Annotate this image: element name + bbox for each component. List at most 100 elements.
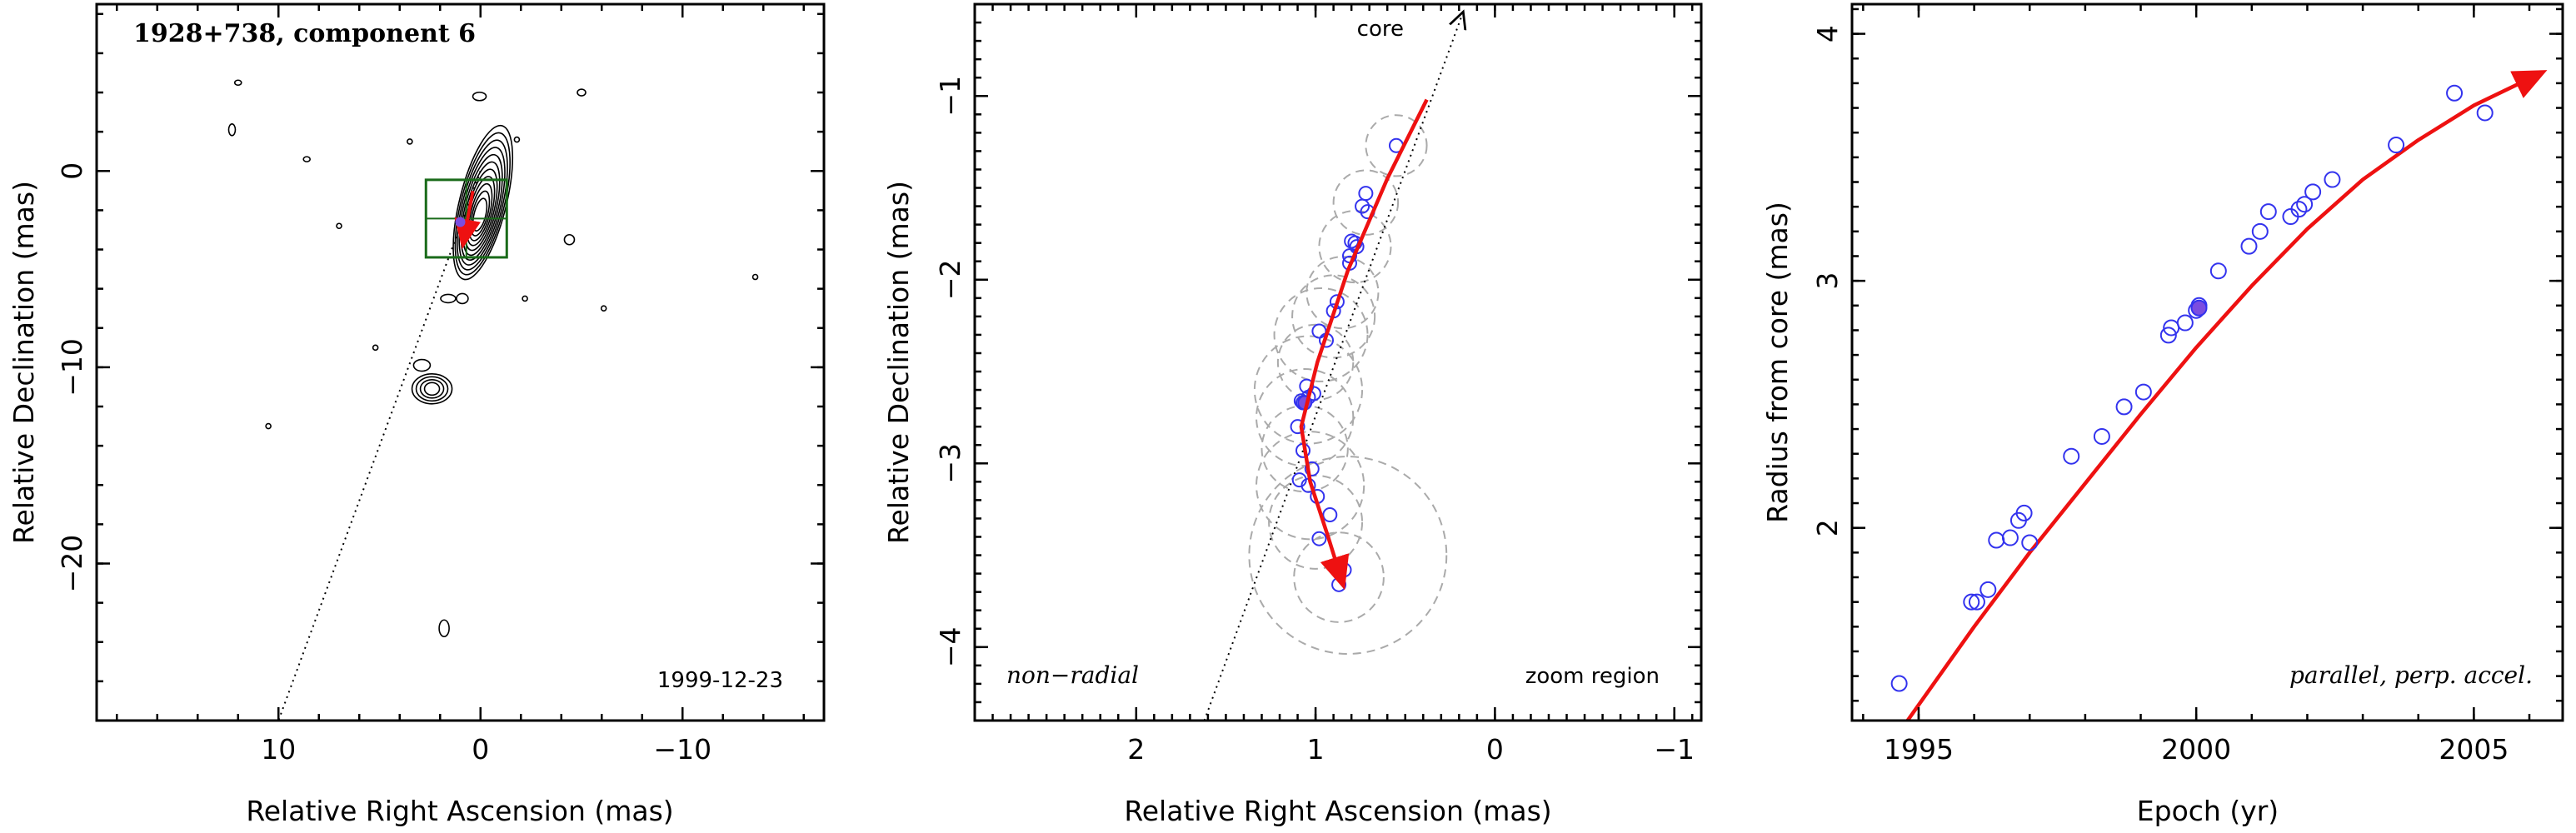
panel2-core-annotation: core — [1357, 17, 1404, 42]
radius-point — [2063, 447, 2080, 465]
panel1-y-axis-label: Relative Declination (mas) — [7, 181, 40, 544]
position-point — [1322, 507, 1338, 523]
outer-contour — [751, 273, 759, 281]
panel2-y-axis-label: Relative Declination (mas) — [882, 181, 915, 544]
position-point — [1304, 461, 1320, 476]
radius-point — [2304, 183, 2322, 201]
panel3-axes: 1995 2000 2005 2 3 4 — [1811, 4, 2563, 766]
panel3-y-tick-label: 3 — [1811, 272, 1844, 290]
panel1-x-tick-label: 0 — [472, 733, 489, 766]
position-point — [1358, 186, 1374, 202]
jet-direction-line — [277, 170, 482, 721]
panel1-x-axis-label: Relative Right Ascension (mas) — [246, 795, 673, 827]
panel2-y-tick-label: −4 — [934, 626, 966, 667]
outer-contour — [513, 136, 521, 143]
core-contour — [456, 139, 508, 271]
radius-point — [2251, 222, 2269, 240]
radius-point — [2446, 84, 2464, 102]
position-point — [1290, 419, 1305, 435]
jet-knot-contour — [415, 376, 449, 402]
panel1-date-label: 1999-12-23 — [657, 668, 783, 693]
highlight-point — [2190, 299, 2208, 317]
panel3-y-tick-label: 2 — [1811, 519, 1844, 536]
position-point — [1311, 531, 1327, 546]
panel1-plot-area — [227, 79, 759, 721]
core-contour — [458, 147, 506, 266]
radius-point — [2388, 137, 2405, 154]
radius-point — [2134, 383, 2152, 401]
radius-point — [2115, 398, 2133, 416]
panel3-frame — [1850, 2, 2564, 722]
outer-contour — [227, 122, 237, 137]
panel2-y-tick-label: −2 — [934, 259, 966, 300]
panel2-y-tick-label: −1 — [934, 76, 966, 117]
trajectory-arrow — [454, 190, 481, 250]
radius-point — [2176, 314, 2194, 332]
panel-zoom-region: 2 1 0 −1 −1 −2 −3 −4 core non−radial zoom regio… — [882, 2, 1703, 827]
panel2-x-axis-label: Relative Right Ascension (mas) — [1124, 795, 1551, 827]
outer-contour — [407, 138, 413, 145]
outer-contour — [577, 88, 587, 97]
outer-contour — [440, 293, 457, 304]
radius-point — [2209, 262, 2227, 280]
panel1-y-tick-label: −10 — [56, 338, 88, 397]
error-circle — [1256, 431, 1365, 541]
panel3-y-axis-label: Radius from core (mas) — [1761, 202, 1794, 523]
panel3-x-axis-label: Epoch (yr) — [2137, 795, 2279, 827]
panel1-axes: 10 0 −10 0 −10 −20 — [56, 4, 824, 766]
outer-contour — [563, 233, 576, 246]
radius-point — [2240, 237, 2258, 255]
jet-knot-contour — [411, 373, 453, 405]
panel3-y-tick-label: 4 — [1811, 25, 1844, 42]
radius-point — [2021, 534, 2039, 551]
core-contour — [462, 161, 501, 257]
radius-point — [1988, 531, 2005, 549]
panel1-x-tick-label: −10 — [653, 733, 711, 766]
panel3-x-tick-label: 1995 — [1884, 733, 1954, 766]
radius-point — [2159, 327, 2177, 344]
radius-point — [2290, 201, 2308, 218]
current-position-marker — [455, 217, 466, 227]
panel2-x-tick-label: 0 — [1486, 733, 1504, 766]
position-point — [1344, 233, 1360, 249]
error-circle — [1365, 114, 1428, 177]
outer-contour — [302, 156, 312, 162]
error-circle — [1256, 368, 1355, 467]
trajectory-arrow — [1299, 98, 1429, 591]
panel1-y-tick-label: 0 — [56, 162, 88, 180]
radius-point — [2001, 529, 2019, 546]
outer-contour — [600, 305, 607, 312]
panel3-annotation: parallel, perp. accel. — [2289, 661, 2533, 689]
panel-contour-map: 10 0 −10 0 −10 −20 1928+738, component 6 1999… — [7, 2, 826, 827]
panel1-title: 1928+738, component 6 — [133, 19, 476, 48]
panel2-nonradial-annotation: non−radial — [1006, 661, 1139, 689]
position-point — [1305, 386, 1321, 402]
panel2-plot-area — [1203, 13, 1463, 721]
core-contour — [454, 132, 511, 276]
error-circle — [1291, 274, 1376, 359]
outer-contour — [265, 422, 272, 430]
panel2-x-tick-label: −1 — [1654, 733, 1695, 766]
radius-point — [1890, 675, 1908, 692]
error-circle — [1248, 456, 1448, 655]
outer-contour — [438, 619, 450, 638]
panel1-frame — [95, 2, 826, 722]
panel3-x-tick-label: 2005 — [2439, 733, 2509, 766]
radius-point — [2324, 171, 2341, 188]
radius-point — [2296, 196, 2314, 213]
radius-point — [2259, 203, 2277, 221]
jet-knot-contour — [423, 382, 441, 397]
panel1-y-tick-label: −20 — [56, 535, 88, 593]
panel-radius-vs-epoch: 1995 2000 2005 2 3 4 parallel, perp. accel. E… — [1761, 2, 2564, 827]
outer-contour — [336, 222, 342, 230]
error-circle — [1268, 474, 1364, 570]
outer-contour — [522, 295, 528, 302]
panel1-x-tick-label: 10 — [261, 733, 296, 766]
radius-point — [2015, 504, 2033, 521]
radius-point — [1968, 593, 1985, 611]
outer-contour — [372, 344, 379, 352]
panel3-x-tick-label: 2000 — [2161, 733, 2231, 766]
panel2-zoom-annotation: zoom region — [1525, 664, 1660, 689]
outer-contour — [456, 292, 469, 305]
